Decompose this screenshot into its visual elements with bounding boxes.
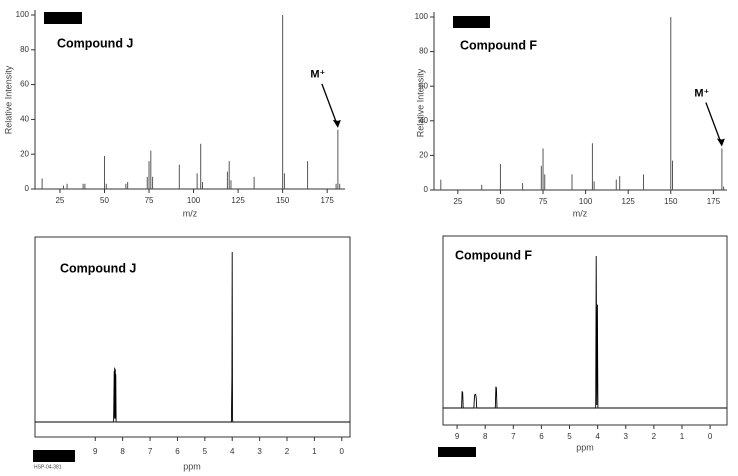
spectrum-line xyxy=(35,251,350,423)
x-tick-label: 75 xyxy=(539,197,548,206)
redaction xyxy=(33,450,75,462)
arrow xyxy=(705,102,722,143)
x-axis-label: m/z xyxy=(573,208,588,218)
x-tick-label: 1 xyxy=(312,447,317,456)
x-tick-label: 1 xyxy=(680,432,685,441)
x-tick-label: 75 xyxy=(145,196,154,205)
x-tick-label: 100 xyxy=(579,197,593,206)
x-tick-label: 9 xyxy=(93,447,98,456)
x-tick-label: 125 xyxy=(622,197,636,206)
x-tick-label: 6 xyxy=(175,447,180,456)
x-tick-label: 6 xyxy=(539,432,544,441)
x-tick-label: 3 xyxy=(257,447,262,456)
y-tick-label: 0 xyxy=(25,184,30,193)
x-tick-label: 4 xyxy=(230,447,235,456)
y-axis-label: Relative Intensity xyxy=(415,68,425,137)
x-tick-label: 2 xyxy=(285,447,290,456)
arrow xyxy=(321,83,338,125)
x-tick-label: 8 xyxy=(483,432,488,441)
molecular-ion-label: M⁺ xyxy=(310,69,325,81)
y-tick-label: 0 xyxy=(424,185,429,194)
y-tick-label: 40 xyxy=(20,115,29,124)
chart-title: Compound F xyxy=(455,248,532,262)
plot-frame xyxy=(442,235,728,426)
x-tick-label: 3 xyxy=(624,432,629,441)
x-axis-label: ppm xyxy=(183,461,201,471)
x-tick-label: 25 xyxy=(55,196,64,205)
chart-title: Compound J xyxy=(60,261,136,275)
x-tick-label: 175 xyxy=(321,196,335,205)
x-tick-label: 7 xyxy=(148,447,153,456)
y-tick-label: 20 xyxy=(419,151,428,160)
y-tick-label: 40 xyxy=(419,116,428,125)
x-tick-label: 2 xyxy=(652,432,657,441)
x-tick-label: 100 xyxy=(187,196,201,205)
x-tick-label: 8 xyxy=(120,447,125,456)
molecular-ion-label: M⁺ xyxy=(694,87,709,99)
arrow-head xyxy=(332,119,341,128)
x-tick-label: 150 xyxy=(276,196,290,205)
y-axis-label: Relative Intensity xyxy=(3,65,13,134)
x-tick-label: 5 xyxy=(567,432,572,441)
spectrum-line xyxy=(443,255,727,409)
x-tick-label: 9 xyxy=(455,432,460,441)
x-tick-label: 50 xyxy=(496,197,505,206)
chart-title: Compound F xyxy=(460,38,537,52)
x-tick-label: 150 xyxy=(664,197,678,206)
x-tick-label: 4 xyxy=(595,432,600,441)
redaction xyxy=(438,447,476,457)
x-tick-label: 0 xyxy=(708,432,713,441)
plot-frame xyxy=(34,236,351,438)
x-axis-label: m/z xyxy=(183,208,198,218)
x-tick-label: 7 xyxy=(511,432,516,441)
y-tick-label: 60 xyxy=(20,80,29,89)
y-tick-label: 20 xyxy=(20,149,29,158)
chart-title: Compound J xyxy=(57,36,133,50)
x-tick-label: 25 xyxy=(453,197,462,206)
x-tick-label: 125 xyxy=(231,196,245,205)
redaction xyxy=(453,16,490,28)
y-tick-label: 80 xyxy=(20,45,29,54)
x-tick-label: 5 xyxy=(203,447,208,456)
y-tick-label: 60 xyxy=(419,81,428,90)
x-tick-label: 175 xyxy=(707,197,721,206)
y-tick-label: 100 xyxy=(16,10,30,19)
x-axis-label: ppm xyxy=(576,442,594,452)
redaction xyxy=(44,12,82,24)
y-tick-label: 80 xyxy=(419,47,428,56)
arrow-head xyxy=(716,138,725,147)
sample-code: HSP-04-381 xyxy=(34,464,62,470)
x-tick-label: 0 xyxy=(340,447,345,456)
y-tick-label: 100 xyxy=(415,12,429,21)
x-tick-label: 50 xyxy=(100,196,109,205)
